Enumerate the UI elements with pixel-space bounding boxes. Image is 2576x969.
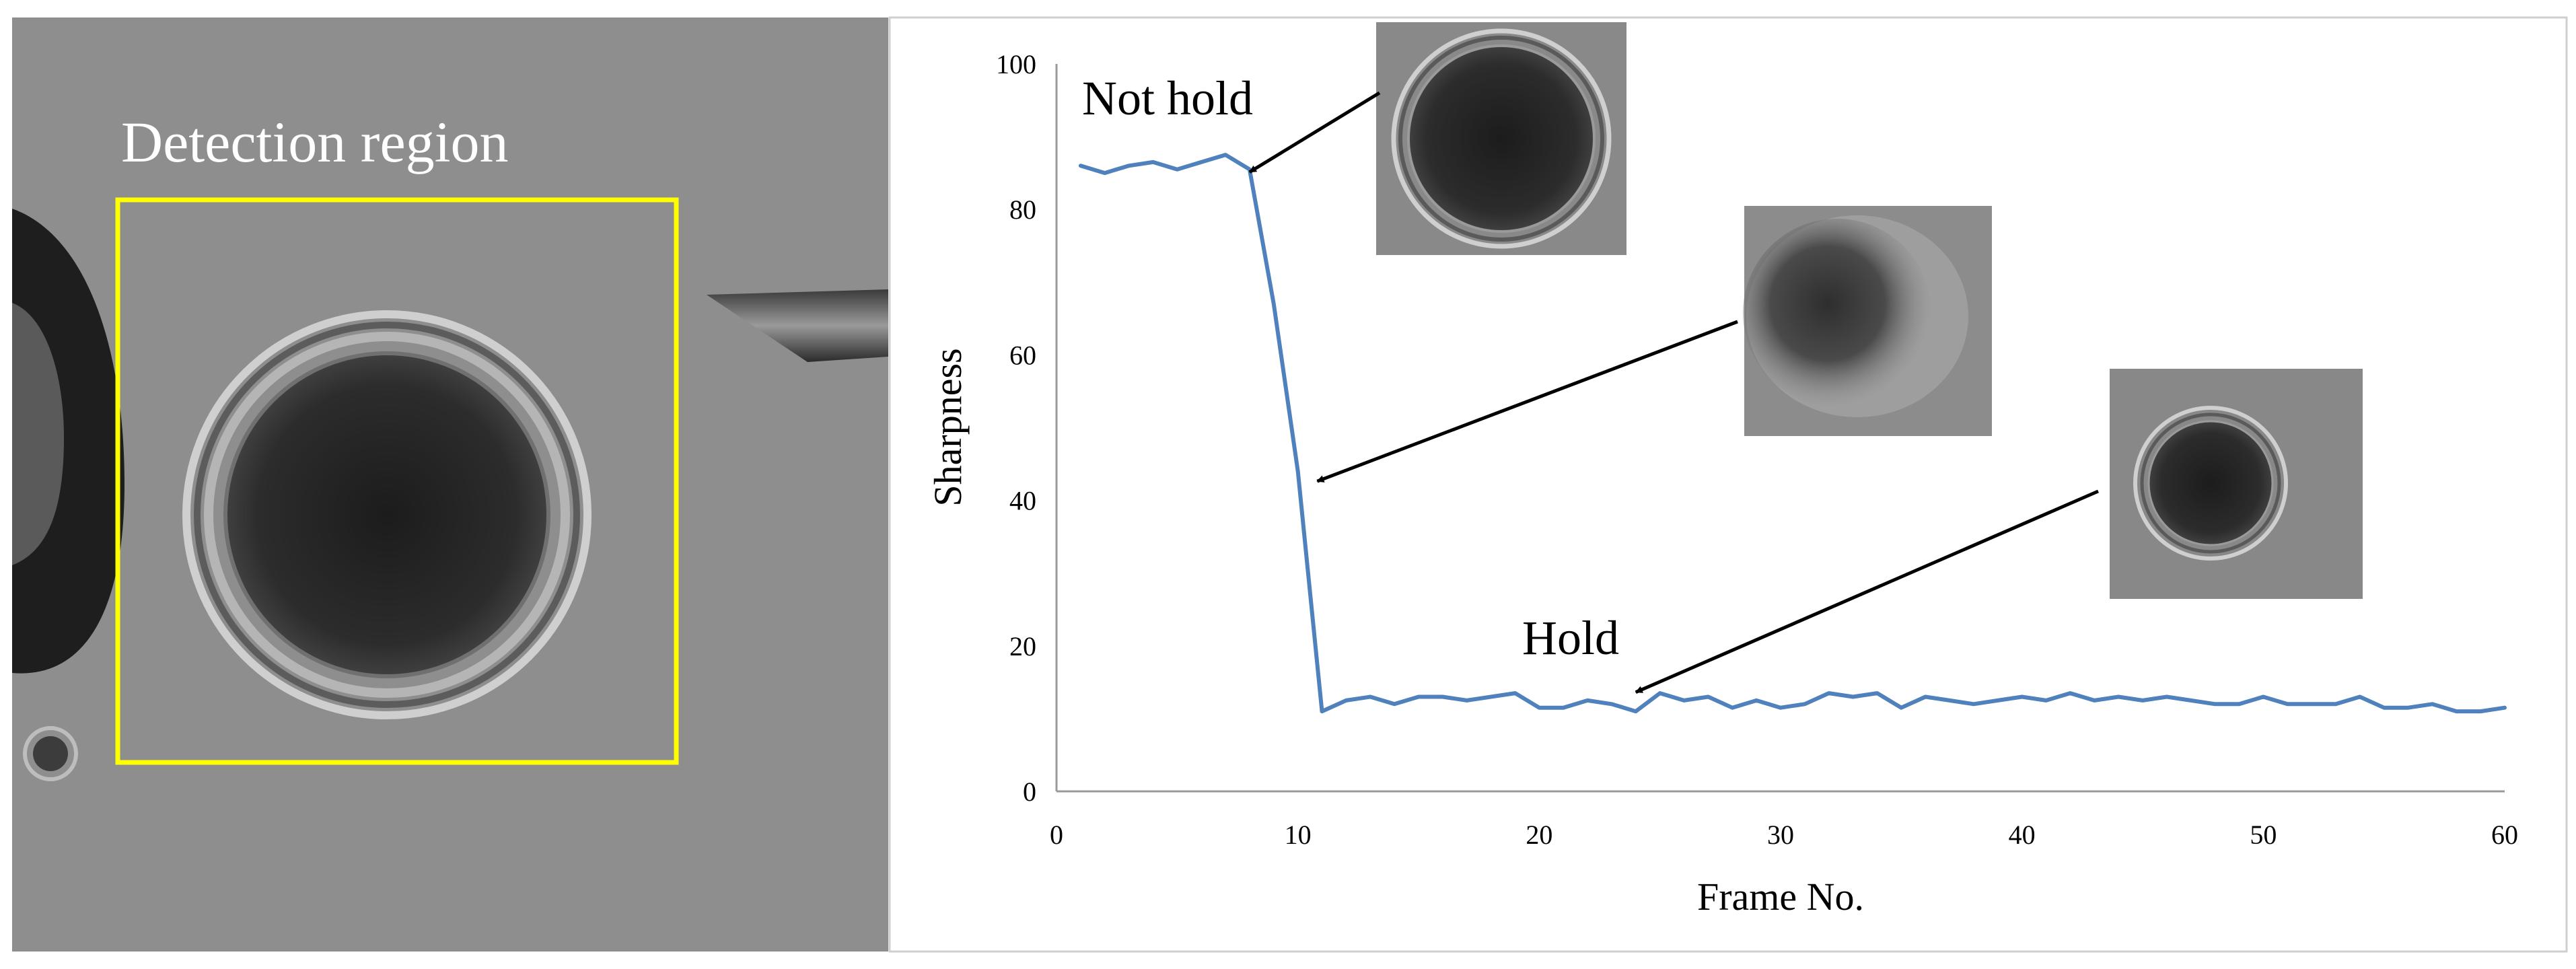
x-tick-label: 40 <box>2009 820 2036 850</box>
inset-not-hold <box>1376 22 1626 255</box>
x-tick-label: 10 <box>1285 820 1312 850</box>
y-axis-label: Sharpness <box>926 348 970 506</box>
micrograph-panel: Detection region <box>12 17 888 952</box>
holding-pipette-lumen <box>12 303 64 565</box>
x-axis-label: Frame No. <box>1697 875 1864 919</box>
arrow-transition <box>1316 320 1738 483</box>
y-tick-label: 80 <box>1009 194 1036 225</box>
detection-region-label: Detection region <box>121 110 509 174</box>
x-tick-label: 60 <box>2491 820 2518 850</box>
debris <box>33 736 68 771</box>
inset-transition <box>1743 206 1992 436</box>
injection-pipette <box>707 289 888 362</box>
inset-hold <box>2110 369 2363 599</box>
y-tick-label: 0 <box>1023 777 1036 807</box>
x-tick-label: 20 <box>1526 820 1552 850</box>
x-tick-label: 50 <box>2250 820 2277 850</box>
arrow-not-hold <box>1248 91 1381 174</box>
series-line-sharpness <box>1078 153 2507 714</box>
y-tick-label: 100 <box>996 49 1036 79</box>
y-tick-label: 20 <box>1009 631 1036 661</box>
annotation-hold: Hold <box>1522 611 1619 665</box>
oocyte-cell <box>182 310 592 719</box>
y-tick-labels: 0 20 40 60 80 100 <box>996 49 1036 807</box>
x-tick-labels: 0 10 20 30 40 50 60 <box>1050 820 2518 850</box>
x-tick-label: 30 <box>1767 820 1794 850</box>
holding-pipette <box>12 209 124 674</box>
detection-region-box <box>115 197 679 765</box>
x-tick-label: 0 <box>1050 820 1063 850</box>
annotation-not-hold: Not hold <box>1082 71 1253 125</box>
arrow-hold <box>1635 489 2099 694</box>
y-tick-label: 60 <box>1009 340 1036 370</box>
chart-panel: 0 20 40 60 80 100 0 10 20 30 40 50 60 Sharpness Fra… <box>888 16 2568 953</box>
y-tick-label: 40 <box>1009 486 1036 516</box>
